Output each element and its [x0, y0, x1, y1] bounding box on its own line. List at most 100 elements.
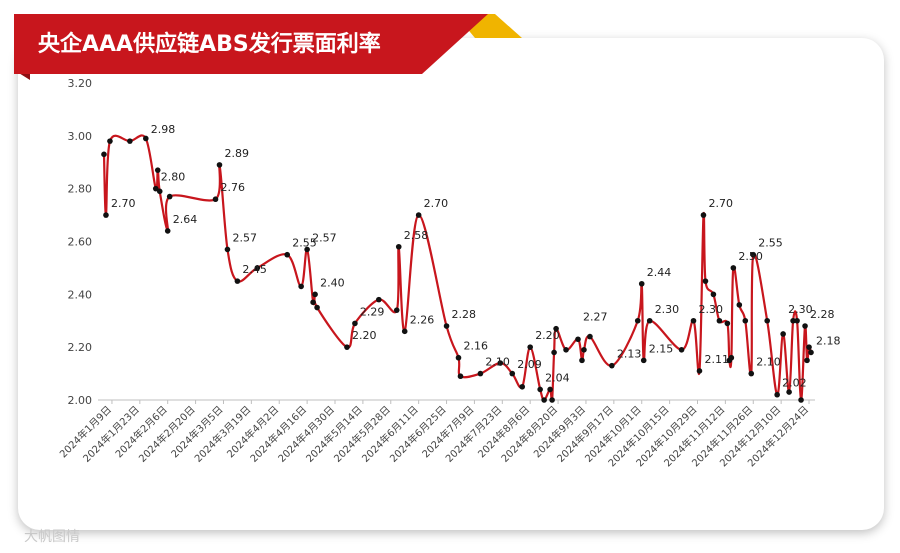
data-point — [541, 397, 547, 403]
data-point — [547, 386, 553, 393]
data-point — [310, 299, 316, 306]
data-point — [808, 349, 814, 356]
data-point — [634, 317, 641, 324]
data-label: 2.58 — [404, 229, 429, 242]
data-point — [537, 386, 543, 393]
data-point — [312, 291, 318, 298]
data-point — [156, 188, 163, 195]
data-point — [728, 354, 735, 361]
y-tick-label: 2.80 — [68, 183, 93, 196]
data-point — [127, 138, 133, 144]
data-label: 2.10 — [756, 356, 781, 369]
data-label: 2.57 — [232, 231, 256, 244]
data-point — [563, 347, 569, 353]
data-label: 2.50 — [738, 250, 763, 263]
data-point — [702, 278, 709, 284]
data-point — [314, 304, 320, 311]
data-point — [696, 368, 703, 374]
y-tick-label: 2.20 — [68, 341, 93, 354]
data-label: 2.57 — [312, 231, 337, 244]
data-label: 2.28 — [810, 308, 835, 321]
data-point — [794, 317, 800, 324]
data-label: 2.40 — [320, 276, 345, 289]
data-point — [415, 212, 422, 218]
data-point — [457, 373, 464, 380]
data-point — [284, 251, 291, 258]
data-point — [401, 328, 408, 335]
data-point — [497, 360, 504, 366]
data-point — [730, 265, 737, 271]
data-point — [724, 320, 731, 327]
data-label: 2.70 — [708, 197, 733, 210]
data-point — [802, 323, 808, 329]
data-label: 2.76 — [221, 181, 246, 194]
data-point — [581, 347, 587, 353]
y-tick-label: 2.00 — [68, 394, 93, 407]
data-label: 2.30 — [788, 303, 813, 316]
data-point — [806, 344, 812, 350]
y-tick-label: 2.60 — [68, 236, 93, 249]
data-point — [103, 212, 109, 218]
y-tick-label: 2.40 — [68, 288, 93, 301]
banner-red-shape — [14, 14, 488, 74]
data-point — [152, 185, 159, 192]
data-point — [154, 167, 161, 173]
data-point — [549, 397, 555, 403]
data-point — [443, 323, 450, 329]
watermark: 大帆图情 — [24, 529, 80, 545]
data-point — [304, 246, 310, 253]
data-point — [587, 333, 593, 340]
data-label: 2.55 — [758, 237, 783, 250]
data-point — [690, 317, 697, 324]
data-point — [640, 357, 647, 364]
data-label: 2.98 — [151, 123, 176, 136]
data-point — [509, 370, 516, 377]
data-point — [143, 135, 149, 142]
data-label: 2.55 — [292, 237, 317, 250]
data-point — [166, 193, 173, 200]
data-point — [164, 228, 171, 234]
data-point — [716, 317, 723, 324]
data-label: 2.26 — [410, 313, 435, 326]
data-point — [101, 151, 107, 158]
data-point — [798, 397, 804, 403]
data-point — [216, 162, 223, 168]
data-point — [254, 265, 261, 271]
data-point — [742, 317, 749, 324]
data-point — [678, 347, 685, 353]
data-point — [393, 307, 400, 313]
data-point — [224, 246, 231, 253]
data-point — [804, 357, 810, 364]
data-label: 2.04 — [545, 371, 570, 384]
x-tick-label: 2024年1月9日 — [57, 403, 114, 460]
data-label: 2.16 — [463, 340, 488, 353]
data-point — [774, 391, 780, 398]
data-label: 2.44 — [647, 266, 672, 279]
data-point — [736, 302, 743, 308]
data-point — [298, 283, 304, 290]
data-label: 2.15 — [649, 342, 674, 355]
data-label: 2.45 — [242, 263, 267, 276]
data-label: 2.64 — [173, 213, 198, 226]
data-point — [234, 278, 241, 284]
data-label: 2.09 — [517, 358, 542, 371]
data-point — [344, 344, 350, 350]
data-point — [764, 317, 770, 324]
data-point — [748, 370, 755, 377]
data-point — [700, 212, 707, 218]
data-point — [609, 362, 615, 369]
data-label: 2.28 — [452, 308, 477, 321]
data-point — [395, 243, 402, 250]
data-point — [455, 354, 462, 361]
data-label: 2.20 — [352, 329, 377, 342]
data-point — [477, 370, 484, 377]
data-label: 2.27 — [583, 311, 608, 324]
data-point — [107, 138, 113, 144]
data-label: 2.30 — [699, 303, 724, 316]
data-point — [750, 251, 757, 258]
data-point — [710, 291, 717, 298]
data-label: 2.02 — [782, 377, 807, 390]
data-label: 2.10 — [485, 356, 510, 369]
title-banner — [14, 14, 522, 80]
